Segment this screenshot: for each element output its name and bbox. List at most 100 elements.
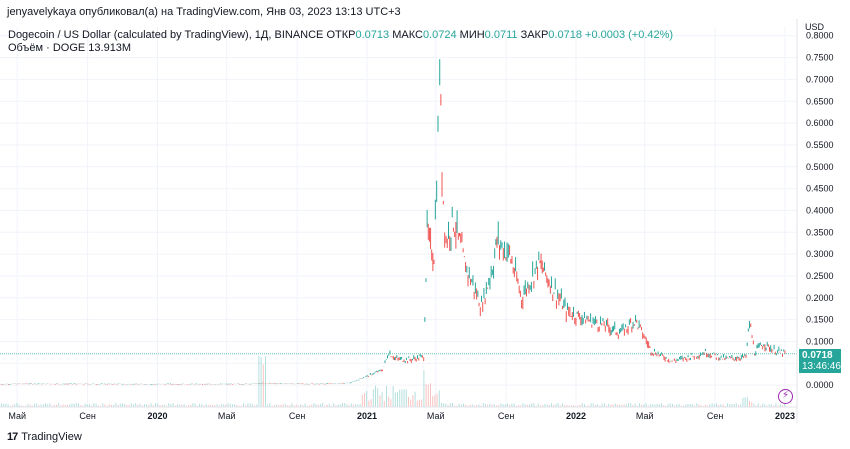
volume-bar (443, 403, 445, 407)
volume-bar (9, 405, 11, 407)
volume-bar (12, 405, 13, 407)
volume-bar (658, 404, 660, 407)
volume-bar (240, 405, 242, 407)
volume-bar (665, 405, 667, 407)
volume-bar (82, 405, 84, 407)
grid-layer (0, 27, 797, 407)
volume-bar (738, 404, 739, 407)
volume-bar (260, 357, 262, 407)
volume-bar (511, 403, 513, 407)
volume-bar (201, 403, 203, 407)
legend-change: +0.0003 (+0.42%) (585, 29, 674, 41)
volume-bar (287, 405, 288, 407)
volume-bar (515, 405, 517, 407)
volume-bar (720, 404, 722, 407)
volume-bar (256, 404, 258, 407)
volume-bar (540, 405, 541, 407)
volume-bar (113, 404, 115, 407)
volume-bar (258, 355, 260, 407)
volume-bar (555, 403, 557, 407)
volume-bar (529, 404, 530, 407)
volume-bar (97, 405, 99, 407)
volume-bar (111, 404, 112, 407)
volume-bar (782, 405, 783, 407)
y-tick-label: 0.3500 (806, 227, 834, 237)
x-tick-label: 2023 (775, 411, 795, 421)
x-tick-label: 2020 (147, 411, 167, 421)
volume-bar (724, 405, 726, 407)
y-tick-label: 0.3000 (806, 249, 834, 259)
volume-bar (3, 403, 5, 407)
y-tick-label: 0.5000 (806, 162, 834, 172)
volume-bar (311, 404, 313, 407)
lightning-icon[interactable]: ⚡ (778, 389, 793, 404)
volume-bar (295, 404, 297, 407)
volume-bar (254, 405, 255, 407)
volume-bar (137, 404, 139, 407)
y-tick-label: 0.1000 (806, 336, 834, 346)
volume-bar (1, 403, 2, 407)
volume-bar (18, 404, 20, 407)
volume-bar (7, 404, 9, 407)
volume-bar (577, 405, 579, 407)
x-tick-label: Май (636, 411, 654, 421)
chart-frame[interactable]: USD 0.8000 0.7500 0.7000 0.6500 0.6000 0.5500 0… (0, 19, 850, 423)
volume-bar (190, 404, 192, 407)
volume-bar (669, 403, 671, 407)
volume-bar (67, 404, 68, 407)
volume-bar (586, 405, 588, 407)
volume-bar (749, 400, 750, 407)
volume-bar (430, 383, 431, 407)
volume-bar (777, 405, 779, 407)
volume-bar (465, 404, 467, 407)
volume-bar (647, 405, 649, 407)
volume-bar (718, 405, 720, 407)
volume-bar (298, 405, 299, 407)
y-tick-label: 0.4500 (806, 184, 834, 194)
volume-bar (216, 404, 218, 407)
volume-bar (289, 405, 291, 407)
volume-bar (641, 404, 643, 407)
volume-bar (599, 405, 601, 407)
volume-bar (702, 405, 704, 407)
volume-bar (584, 404, 585, 407)
volume-bar (727, 403, 728, 407)
x-tick-label: Май (218, 411, 236, 421)
x-tick-label: 2022 (566, 411, 586, 421)
volume-bar (166, 405, 167, 407)
volume-label: Объём · DOGE (8, 42, 86, 54)
volume-bar (185, 405, 187, 407)
volume-bar (300, 404, 302, 407)
volume-bar (133, 404, 134, 407)
volume-bar (445, 403, 447, 407)
volume-bar (700, 405, 702, 407)
volume-bar (768, 404, 770, 407)
volume-bar (348, 405, 350, 407)
legend-symbol: Dogecoin / US Dollar (calculated by Trad… (8, 29, 324, 41)
volume-bar (383, 400, 385, 407)
legend-close-label: ЗАКР (520, 29, 549, 41)
volume-bar (218, 405, 220, 407)
volume-bar (630, 403, 632, 407)
volume-bar (535, 405, 537, 407)
volume-bar (766, 405, 768, 407)
volume-bar (221, 404, 222, 407)
volume-bar (423, 370, 425, 407)
volume-bar (425, 384, 427, 407)
volume-bar (520, 405, 522, 407)
series-layer (0, 59, 797, 385)
volume-bar (306, 405, 308, 407)
volume-bar (588, 405, 590, 407)
volume-bar (62, 404, 64, 407)
x-tick-label: Май (8, 411, 26, 421)
y-tick-label: 0.5500 (806, 140, 834, 150)
volume-bar (775, 403, 777, 407)
volume-bar (106, 405, 108, 407)
volume-bar (122, 403, 123, 407)
volume-bar (199, 403, 200, 407)
volume-bar (320, 404, 321, 407)
volume-bar (278, 405, 280, 407)
volume-bar (722, 404, 724, 407)
volume-bar (386, 385, 387, 407)
